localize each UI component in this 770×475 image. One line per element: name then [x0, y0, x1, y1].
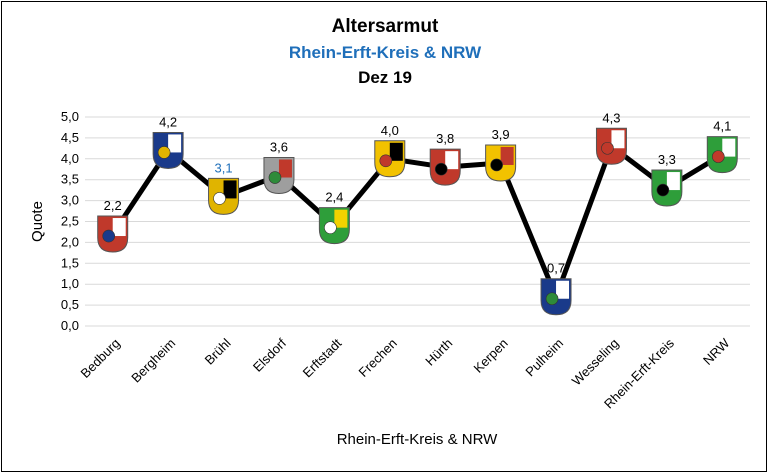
- data-label: 2,2: [104, 198, 122, 213]
- y-tick-label: 4,0: [61, 151, 79, 166]
- y-tick-label: 2,5: [61, 214, 79, 229]
- point-marker-crest-icon: [152, 131, 184, 169]
- y-tick-label: 5,0: [61, 109, 79, 124]
- x-tick-label: Pulheim: [522, 336, 566, 380]
- x-tick-label: Kerpen: [470, 336, 510, 376]
- point-marker-crest-icon: [485, 144, 517, 182]
- y-tick-label: 3,0: [61, 193, 79, 208]
- x-axis-title: Rhein-Erft-Kreis & NRW: [337, 431, 498, 448]
- chart-period: Dez 19: [358, 68, 412, 87]
- y-tick-label: 2,0: [61, 234, 79, 249]
- data-label: 2,4: [325, 190, 343, 205]
- x-tick-label: Erftstadt: [300, 335, 345, 380]
- x-tick-label: Elsdorf: [250, 335, 289, 374]
- x-tick-label: Frechen: [356, 336, 400, 380]
- x-tick-label: Brühl: [202, 335, 234, 367]
- y-tick-label: 0,5: [61, 297, 79, 312]
- point-marker-crest-icon: [706, 136, 738, 174]
- x-tick-label: NRW: [700, 335, 733, 368]
- data-label: 4,2: [159, 114, 177, 129]
- data-label: 3,8: [436, 131, 454, 146]
- y-tick-label: 1,5: [61, 255, 79, 270]
- y-tick-label: 0,0: [61, 318, 79, 333]
- x-tick-label: Bedburg: [77, 336, 122, 381]
- point-marker-crest-icon: [97, 215, 129, 253]
- y-axis-title: Quote: [29, 201, 46, 242]
- y-tick-label: 3,5: [61, 172, 79, 187]
- chart-subtitle: Rhein-Erft-Kreis & NRW: [288, 43, 482, 62]
- point-marker-crest-icon: [595, 127, 627, 165]
- x-tick-label: Bergheim: [128, 336, 178, 386]
- point-marker-crest-icon: [429, 148, 461, 186]
- data-label: 4,1: [713, 119, 731, 134]
- point-marker-crest-icon: [208, 177, 240, 215]
- data-label: 4,3: [602, 110, 620, 125]
- x-tick-label: Wesseling: [569, 336, 622, 389]
- y-tick-label: 1,0: [61, 276, 79, 291]
- x-tick-label: Hürth: [422, 336, 455, 369]
- point-marker-crest-icon: [374, 140, 406, 178]
- y-tick-label: 4,5: [61, 130, 79, 145]
- point-marker-crest-icon: [263, 157, 295, 195]
- data-label: 4,0: [381, 123, 399, 138]
- data-label: 0,7: [547, 261, 565, 276]
- data-label: 3,6: [270, 140, 288, 155]
- point-marker-crest-icon: [651, 169, 683, 207]
- data-label: 3,1: [215, 160, 233, 175]
- data-label: 3,3: [658, 152, 676, 167]
- chart-title: Altersarmut: [331, 16, 439, 37]
- point-marker-crest-icon: [318, 207, 350, 245]
- point-marker-crest-icon: [540, 278, 572, 316]
- data-label: 3,9: [492, 127, 510, 142]
